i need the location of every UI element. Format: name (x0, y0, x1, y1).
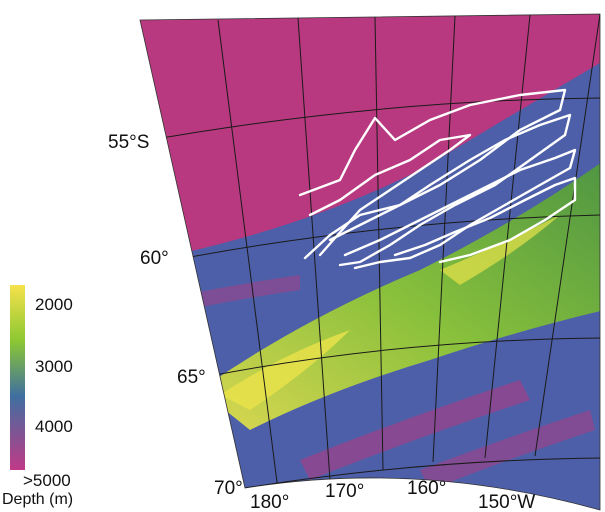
depth-colorbar (10, 285, 25, 470)
drifter-track (328, 113, 572, 267)
meridian-line-150w (534, 14, 600, 457)
deep-streak (420, 410, 595, 490)
legend-tick-3000: 3000 (35, 357, 73, 376)
shallow-patch (440, 215, 560, 285)
drifter-track (393, 176, 577, 264)
latitude-label-55s: 55°S (108, 132, 149, 153)
meridian-line (217, 19, 279, 491)
longitude-label-160: 160° (407, 478, 446, 499)
drifter-track (298, 88, 567, 260)
latitude-line-65s (214, 337, 600, 376)
legend-tick-5000: >5000 (23, 471, 71, 490)
shallow-patch (220, 330, 350, 410)
latitude-line-55s (149, 97, 600, 141)
longitude-label-170: 170° (325, 481, 364, 502)
legend-tick-4000: 4000 (35, 417, 73, 436)
meridian-line (432, 15, 456, 463)
legend-tick-2000: 2000 (35, 295, 73, 314)
drifter-track (308, 133, 472, 257)
graticule-longitudes (217, 14, 600, 491)
drifter-track (343, 148, 577, 270)
depth-map (140, 14, 600, 510)
meridian-line-160 (484, 14, 531, 459)
meridian-line-170 (374, 16, 384, 471)
latitude-line-60s (184, 214, 600, 259)
latitude-label-65: 65° (177, 367, 206, 388)
legend-title: Depth (m) (2, 491, 73, 508)
latitude-line-70s (244, 457, 600, 489)
map-frame (139, 13, 601, 511)
latitude-label-70: 70° (214, 478, 243, 499)
deep-streak (300, 380, 530, 480)
longitude-label-150w: 150°W (478, 492, 535, 512)
longitude-label-180: 180° (250, 492, 289, 512)
graticule-latitudes (149, 97, 600, 489)
drifter-tracks (298, 88, 577, 270)
depth-legend: 2000 3000 4000 >5000 Depth (m) (2, 285, 73, 508)
latitude-label-60: 60° (140, 248, 169, 269)
